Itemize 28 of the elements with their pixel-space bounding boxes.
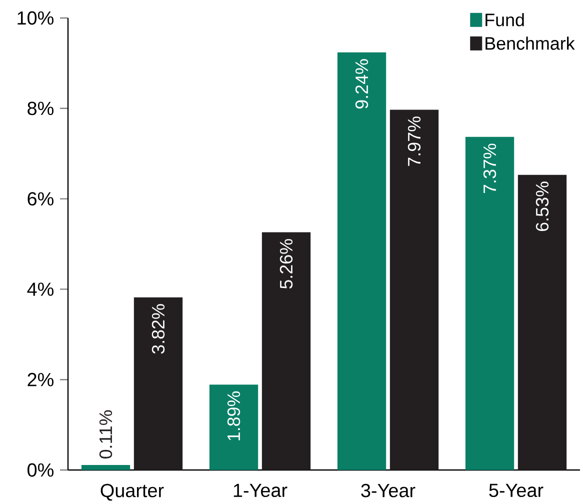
bar <box>337 52 386 470</box>
x-tick-label: 3-Year <box>361 484 416 498</box>
data-label: 9.24% <box>355 59 368 109</box>
bar <box>390 110 439 470</box>
x-tick-label: 1-Year <box>234 484 288 498</box>
y-tick-label: 0% <box>28 463 54 477</box>
bar <box>209 384 258 470</box>
data-label: 1.89% <box>227 391 240 440</box>
data-label: 7.37% <box>483 144 496 193</box>
y-tick-label: 6% <box>28 192 54 206</box>
y-tick-label: 2% <box>28 372 54 386</box>
bar <box>518 174 567 470</box>
bar <box>262 232 311 470</box>
bar <box>465 136 514 470</box>
bar <box>81 465 130 470</box>
x-tick-label: 5-Year <box>489 484 544 498</box>
x-tick-label: Quarter <box>100 484 164 501</box>
legend-label: Fund <box>486 13 524 26</box>
data-label: 5.26% <box>280 239 293 289</box>
legend-label: Benchmark <box>486 36 575 50</box>
data-label: 3.82% <box>152 304 165 354</box>
data-label: 0.11% <box>99 410 112 458</box>
data-label: 6.53% <box>536 182 549 231</box>
data-label: 7.97% <box>408 116 421 166</box>
y-tick-label: 10% <box>18 11 54 25</box>
y-tick-label: 8% <box>28 102 54 116</box>
y-tick-label: 4% <box>27 282 54 296</box>
bar <box>134 297 183 470</box>
